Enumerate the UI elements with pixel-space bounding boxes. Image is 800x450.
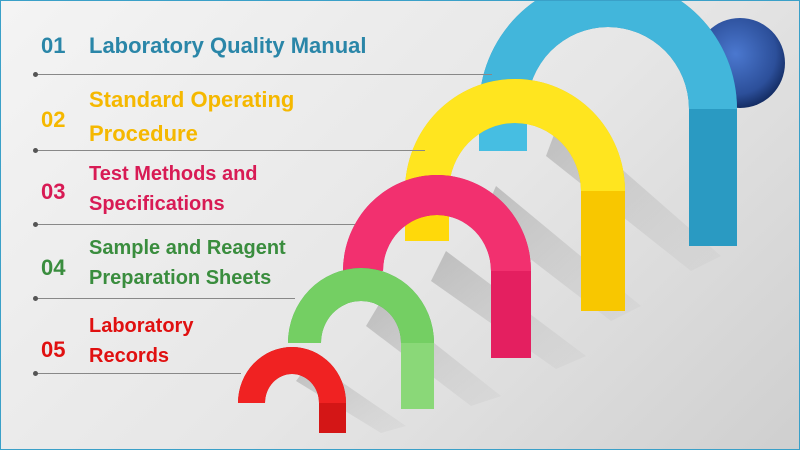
divider-3: [37, 224, 355, 225]
item-label: Sample and Reagent Preparation Sheets: [89, 237, 286, 289]
item-label: Laboratory Records: [89, 315, 194, 367]
item-number: 03: [41, 179, 66, 204]
arch-3: [343, 175, 531, 358]
divider-4: [37, 298, 295, 299]
divider-2: [37, 150, 425, 151]
item-number: 02: [41, 107, 66, 132]
divider-dot-1: [33, 72, 38, 77]
item-number: 04: [41, 255, 66, 280]
item-label: Standard Operating Procedure: [89, 87, 295, 146]
arch-2: [405, 79, 625, 311]
item-number: 01: [41, 33, 66, 58]
item-number: 05: [41, 337, 66, 362]
divider-dot-2: [33, 148, 38, 153]
divider-dot-5: [33, 371, 38, 376]
divider-1: [37, 74, 492, 75]
divider-dot-3: [33, 222, 38, 227]
arch-5: [238, 347, 346, 433]
divider-dot-4: [33, 296, 38, 301]
arch-4: [288, 268, 434, 409]
item-label: Laboratory Quality Manual: [89, 33, 367, 58]
divider-5: [37, 373, 241, 374]
item-label: Test Methods and Specifications: [89, 163, 258, 215]
